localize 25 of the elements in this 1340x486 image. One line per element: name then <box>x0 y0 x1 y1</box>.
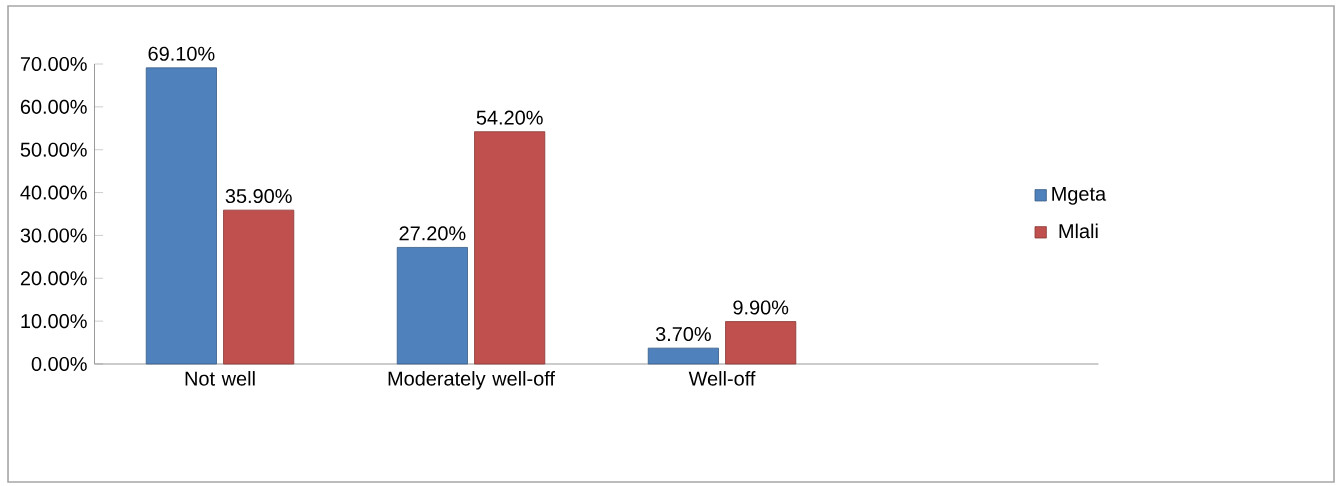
data-label: 9.90% <box>733 300 789 315</box>
bar <box>396 247 468 365</box>
legend-label: Mlali <box>1059 223 1098 239</box>
bar <box>145 67 217 365</box>
bar <box>474 131 546 365</box>
y-tick-label: 20.00% <box>20 271 87 286</box>
y-tick-label: 0.00% <box>31 356 87 372</box>
y-tick-label: 30.00% <box>20 228 87 243</box>
x-tick-label: Well-off <box>688 371 756 386</box>
x-tick-label: Moderately well-off <box>388 371 556 390</box>
y-tick-label: 60.00% <box>20 99 87 114</box>
legend-label: Mgeta <box>1052 186 1107 205</box>
bar <box>647 347 719 365</box>
bar <box>725 321 797 365</box>
y-tick-label: 70.00% <box>20 56 87 72</box>
y-tick-label: 10.00% <box>21 314 87 329</box>
x-tick-label: Not well <box>185 371 255 386</box>
data-label: 69.10% <box>148 46 215 61</box>
bar <box>223 209 295 365</box>
data-label: 27.20% <box>399 226 466 241</box>
y-tick-label: 40.00% <box>20 185 87 200</box>
data-label: 3.70% <box>655 327 711 342</box>
data-label: 54.20% <box>476 110 543 125</box>
y-tick-label: 50.00% <box>20 142 87 157</box>
data-label: 35.90% <box>225 189 292 204</box>
